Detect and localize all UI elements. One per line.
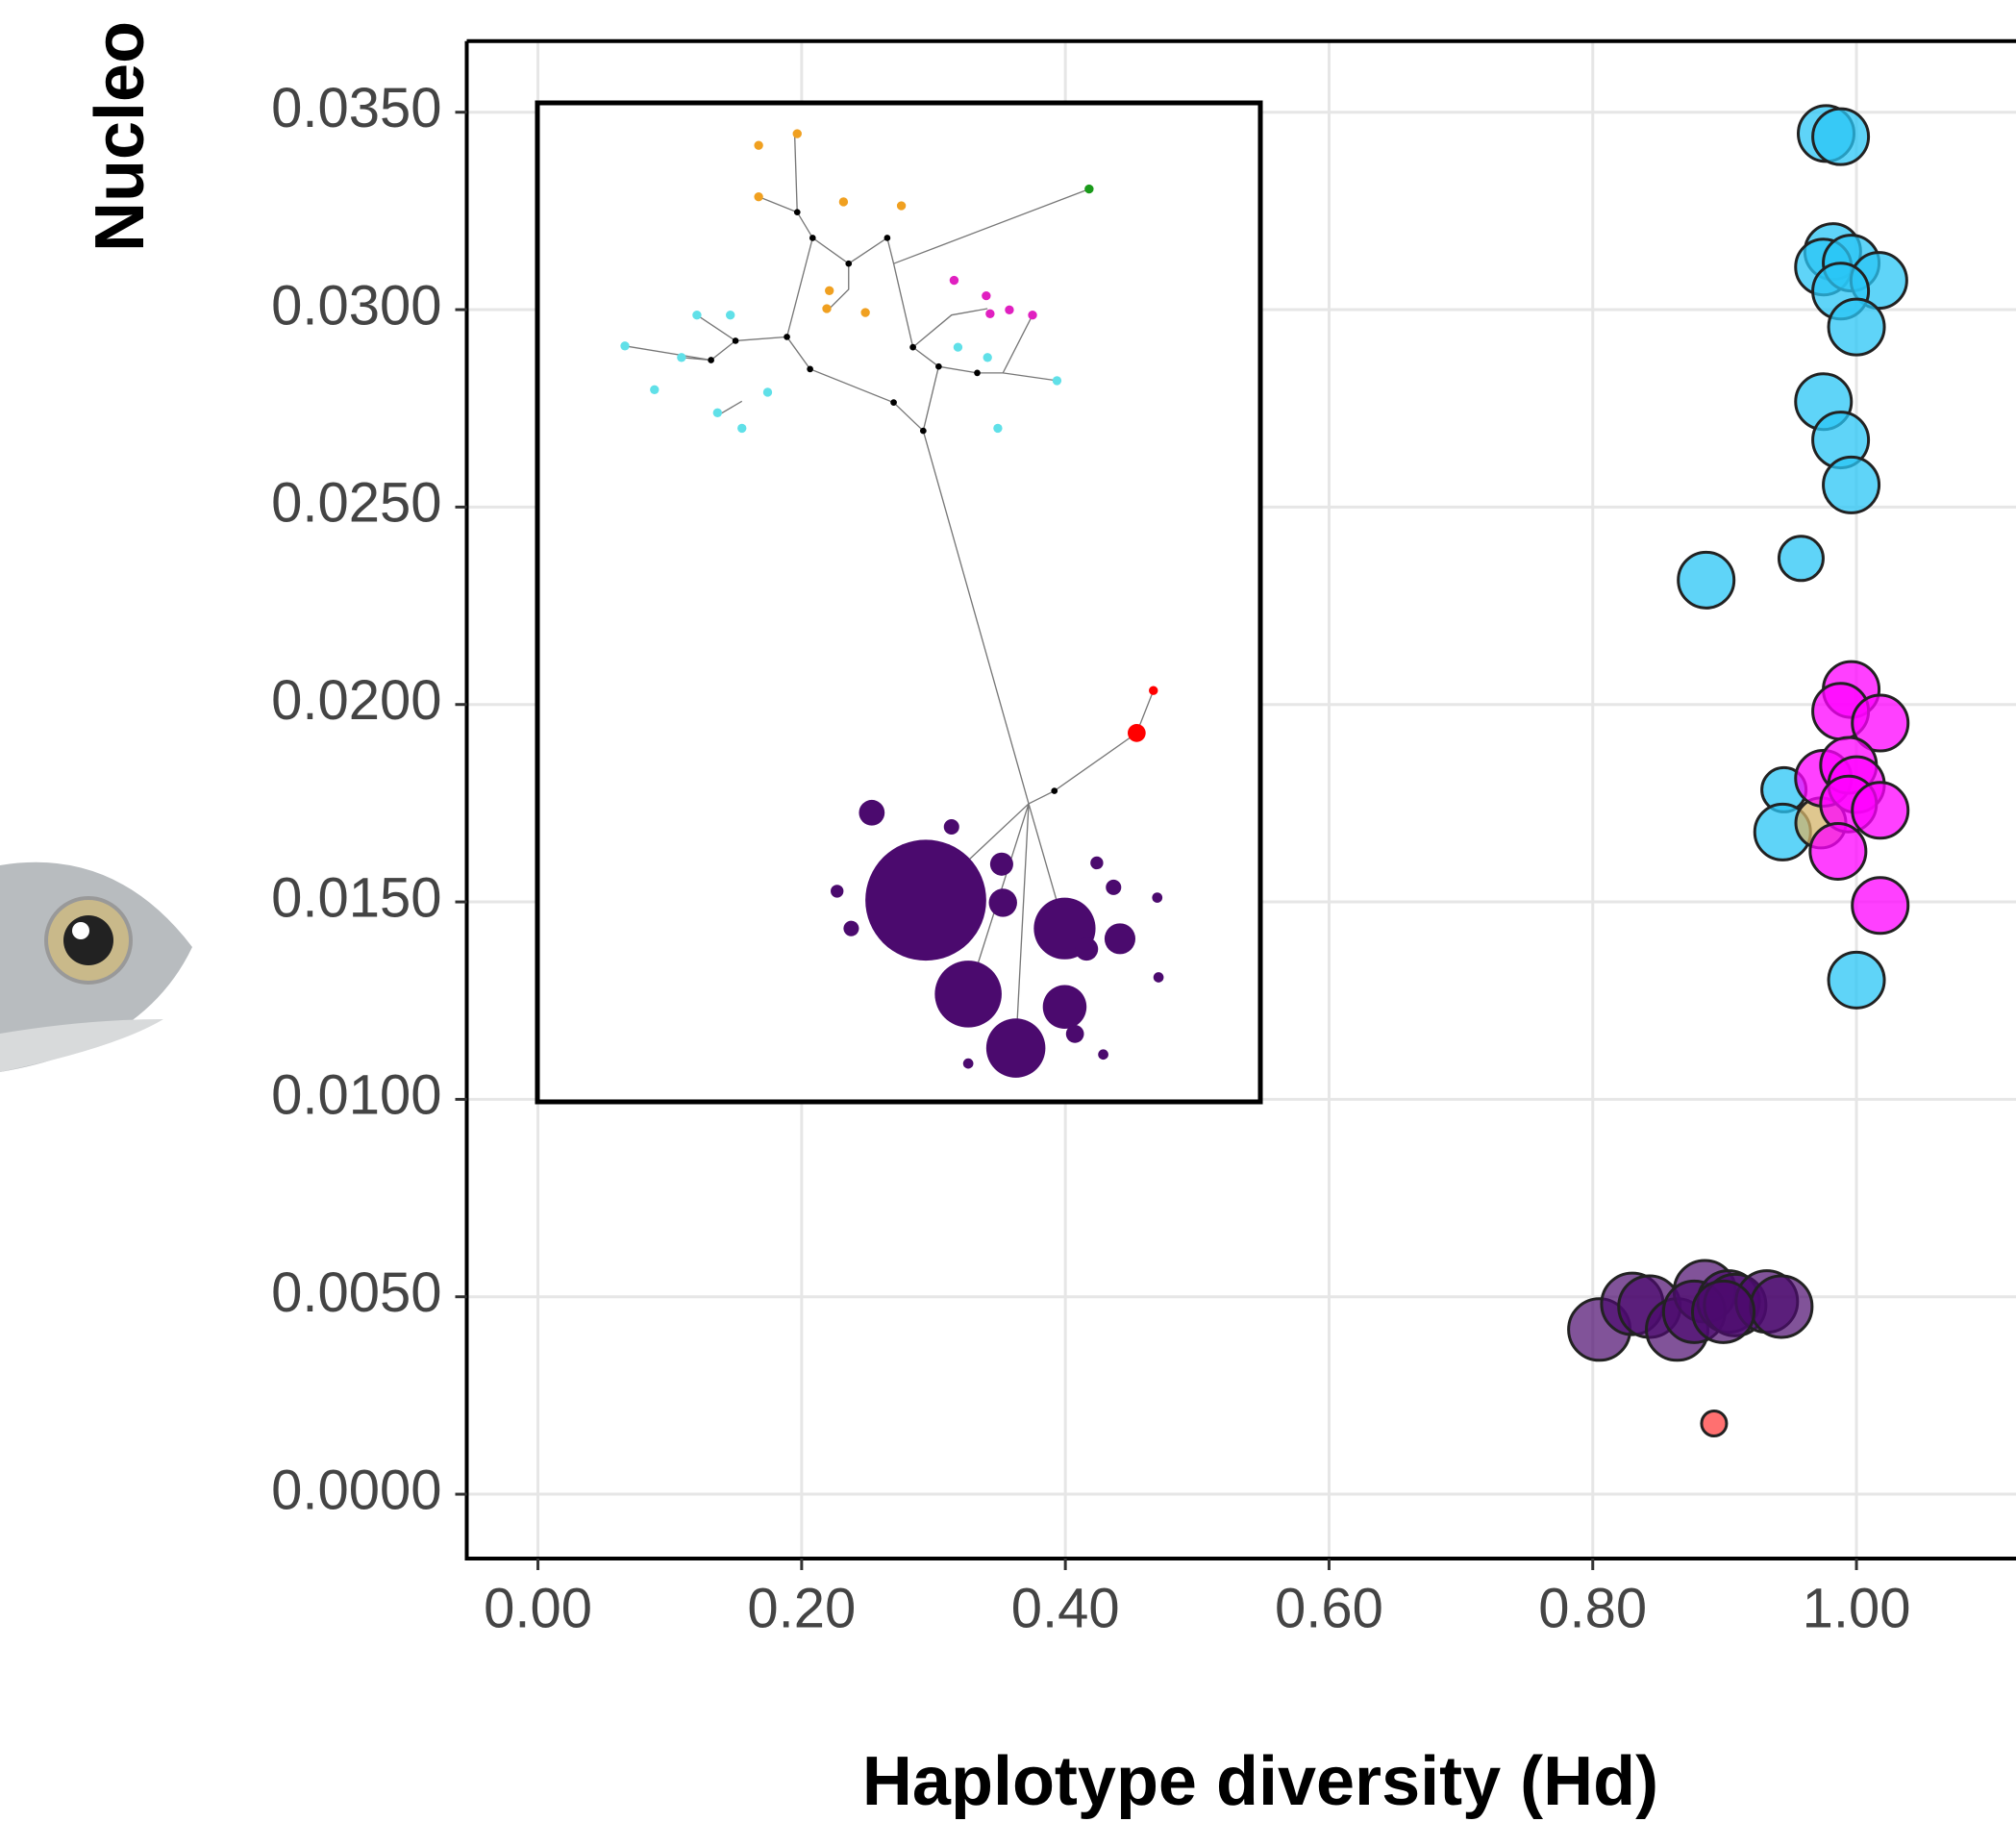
y-tick-label: 0.0250 <box>271 472 441 535</box>
point <box>1851 781 1910 840</box>
y-axis-title: Nucleo <box>82 21 159 252</box>
point <box>1749 1274 1814 1339</box>
point <box>1777 535 1825 583</box>
fish-illustration <box>0 861 192 1072</box>
point <box>1677 550 1736 610</box>
y-tick-label: 0.0150 <box>271 866 441 929</box>
x-axis-title: Haplotype diversity (Hd) <box>862 1743 1658 1820</box>
point <box>1700 1410 1729 1438</box>
point <box>1851 693 1910 753</box>
haplotype-network-inset <box>535 100 1263 1105</box>
x-tick-label: 0.00 <box>484 1577 592 1639</box>
y-tick-label: 0.0050 <box>271 1261 441 1324</box>
point <box>1827 950 1886 1010</box>
y-tick-label: 0.0100 <box>271 1064 441 1127</box>
y-tick-label: 0.0000 <box>271 1459 441 1521</box>
x-tick-label: 0.60 <box>1275 1577 1383 1639</box>
x-tick-label: 0.20 <box>747 1577 856 1639</box>
points <box>1567 104 1910 1438</box>
x-tick-label: 0.80 <box>1538 1577 1647 1639</box>
point <box>1691 1279 1756 1344</box>
point <box>1822 455 1881 514</box>
x-tick-label: 0.40 <box>1011 1577 1120 1639</box>
plot-frame <box>464 38 2016 1560</box>
point <box>1827 297 1886 357</box>
y-tick-label: 0.0200 <box>271 669 441 732</box>
y-tick-label: 0.0300 <box>271 274 441 337</box>
point <box>1808 821 1868 881</box>
x-tick-label: 1.00 <box>1803 1577 1911 1639</box>
y-tick-label: 0.0350 <box>271 77 441 139</box>
point <box>1811 107 1871 166</box>
point <box>1851 876 1910 936</box>
